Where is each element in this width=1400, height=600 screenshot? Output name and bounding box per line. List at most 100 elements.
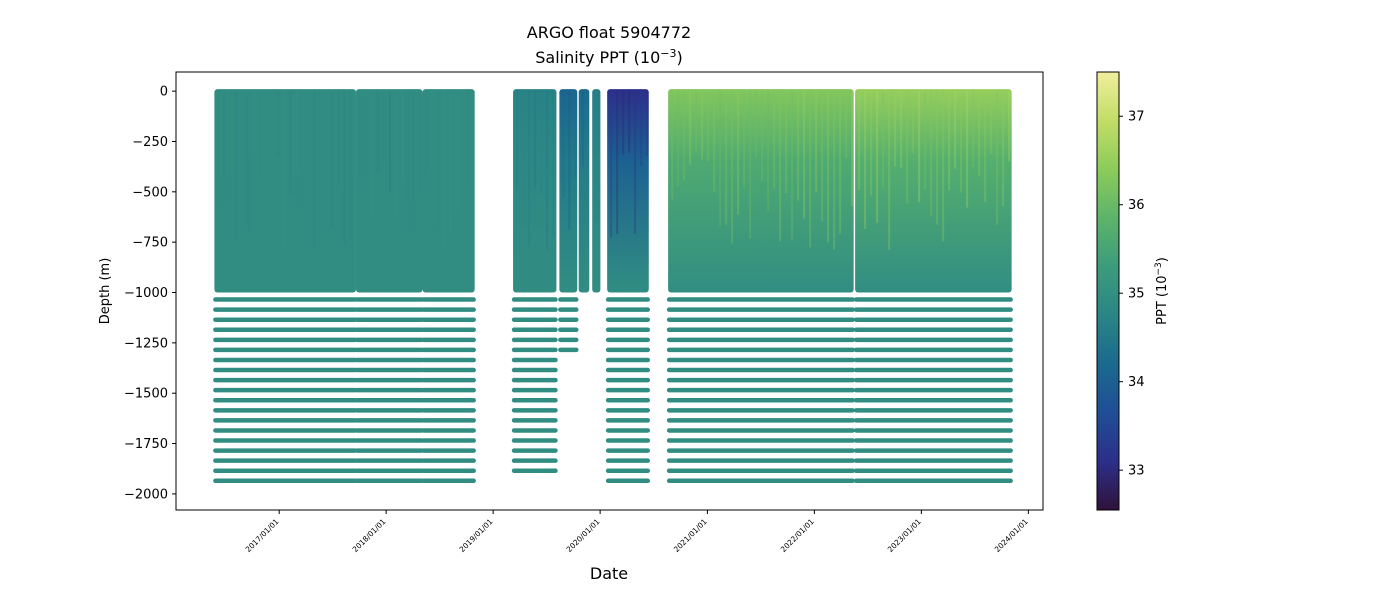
profile-streak <box>337 91 340 186</box>
x-tick-label: 2021/01/01 <box>672 517 709 554</box>
colorbar-label: PPT (10−3) <box>1154 257 1170 325</box>
profile-streak <box>301 91 304 206</box>
y-axis-label: Depth (m) <box>98 258 113 325</box>
profile-streak <box>319 91 322 175</box>
profile-streak <box>229 91 232 202</box>
profile-streak <box>418 91 421 195</box>
profile-streak <box>821 91 824 221</box>
upper-profile-block <box>607 89 649 293</box>
profile-streak <box>954 91 957 169</box>
profile-streak <box>713 91 716 193</box>
profile-streak <box>528 91 531 247</box>
profile-streak <box>990 91 993 154</box>
profile-streak <box>217 91 220 207</box>
chart-title: ARGO float 5904772 <box>527 23 691 42</box>
y-tick-label: −2000 <box>124 487 168 502</box>
profile-streak <box>924 91 927 190</box>
profile-streak <box>370 91 373 217</box>
profile-streak <box>467 91 470 187</box>
profile-streak <box>960 91 963 193</box>
profile-streak <box>574 91 577 178</box>
profile-streak <box>235 91 238 239</box>
profile-streak <box>610 91 613 238</box>
profile-streak <box>425 91 428 175</box>
profile-streak <box>966 91 969 208</box>
profile-streak <box>773 91 776 189</box>
profile-segment <box>592 89 601 293</box>
profile-streak <box>431 91 434 165</box>
profile-streak <box>737 91 740 215</box>
profile-streak <box>412 91 415 235</box>
x-tick-label: 2024/01/01 <box>993 517 1030 554</box>
profile-streak <box>455 91 458 215</box>
profile-streak <box>622 91 625 155</box>
upper-profile-block <box>592 89 601 293</box>
colorbar-tick-label: 34 <box>1128 375 1145 390</box>
profile-streak <box>595 91 598 221</box>
x-tick-label: 2023/01/01 <box>886 517 923 554</box>
profile-streak <box>443 91 446 248</box>
x-axis: 2017/01/01 2018/01/01 2019/01/01 2020/01/01… <box>244 510 1030 554</box>
profile-streak <box>689 91 692 165</box>
profile-streak <box>851 91 854 207</box>
profile-streak <box>283 91 286 248</box>
profile-streak <box>1008 91 1011 162</box>
profile-streak <box>461 91 464 154</box>
profile-streak <box>972 91 975 168</box>
profile-streak <box>707 91 710 162</box>
upper-profile-block <box>355 89 423 293</box>
profile-streak <box>562 91 565 198</box>
profile-streak <box>400 91 403 184</box>
profile-streak <box>568 91 571 231</box>
profile-segment <box>213 89 358 484</box>
profile-streak <box>978 91 981 176</box>
profile-segment <box>605 89 651 484</box>
y-tick-label: 0 <box>160 85 168 100</box>
profile-streak <box>749 91 752 239</box>
profile-streak <box>695 91 698 152</box>
profile-streak <box>683 91 686 181</box>
profile-segment <box>421 89 476 484</box>
profile-streak <box>936 91 939 225</box>
profile-streak <box>996 91 999 225</box>
plot-frame <box>175 71 1044 511</box>
upper-profile-block <box>422 89 475 293</box>
profile-streak <box>942 91 945 242</box>
profile-streak <box>894 91 897 167</box>
profile-streak <box>382 91 385 160</box>
profile-streak <box>241 91 244 192</box>
profile-streak <box>616 91 619 234</box>
colorbar-tick-label: 33 <box>1128 464 1145 479</box>
profile-streak <box>918 91 921 203</box>
profile-streak <box>646 91 649 157</box>
profile-streak <box>791 91 794 241</box>
profile-segment <box>354 89 424 484</box>
profile-streak <box>906 91 909 204</box>
colorbar-label-exponent: −3 <box>1154 262 1164 275</box>
profile-streak <box>677 91 680 187</box>
profile-streak <box>364 91 367 191</box>
colorbar <box>1096 71 1120 511</box>
profile-streak <box>827 91 830 243</box>
profile-streak <box>864 91 867 229</box>
profile-streak <box>349 91 352 240</box>
x-tick-label: 2022/01/01 <box>779 517 816 554</box>
profile-streak <box>247 91 250 229</box>
profile-streak <box>277 91 280 156</box>
colorbar-tick-label: 36 <box>1128 198 1145 213</box>
x-tick-label: 2018/01/01 <box>351 517 388 554</box>
profile-segment <box>853 89 1013 484</box>
profile-streak <box>797 91 800 201</box>
profile-streak <box>725 91 728 225</box>
colorbar-tick-label: 37 <box>1128 110 1145 125</box>
profile-segment <box>666 89 855 484</box>
profile-streak <box>534 91 537 187</box>
profile-streak <box>858 91 861 190</box>
profile-streak <box>295 91 298 170</box>
chart-subtitle: Salinity PPT (10−3) <box>535 47 683 67</box>
profile-streak <box>731 91 734 244</box>
profile-streak <box>912 91 915 154</box>
profile-streak <box>540 91 543 195</box>
profile-streak <box>358 91 361 175</box>
